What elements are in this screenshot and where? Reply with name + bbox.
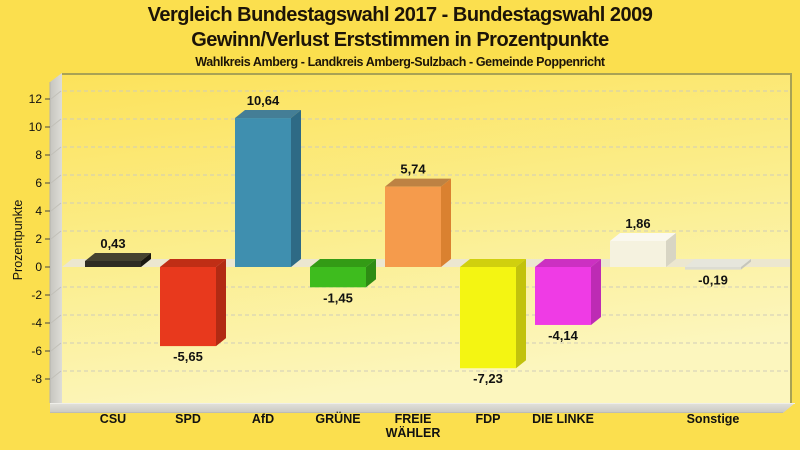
- bar-die linke: [535, 267, 591, 325]
- x-category-label: WÄHLER: [386, 425, 441, 440]
- bar-side-csu: [141, 252, 151, 267]
- x-category-label: GRÜNE: [315, 411, 360, 426]
- wall-gridline: [50, 90, 62, 100]
- chart-subtitle: Gewinn/Verlust Erststimmen in Prozentpun…: [191, 29, 609, 51]
- plot-border: [62, 73, 792, 403]
- bar-top-fdp: [460, 259, 526, 267]
- wall-gridline: [50, 174, 62, 184]
- value-label-afd: 10,64: [247, 93, 280, 108]
- axis-wall-3d: [50, 73, 62, 403]
- bar-top-freie-wähler: [385, 178, 451, 187]
- value-label-unlabeled: 1,86: [625, 216, 650, 231]
- x-category-label: FREIE: [395, 412, 432, 426]
- value-label-grüne: -1,45: [323, 290, 353, 305]
- bar-grüne: [310, 267, 366, 288]
- chart-region-line: Wahlkreis Amberg - Landkreis Amberg-Sulz…: [195, 55, 605, 69]
- bar-spd: [160, 267, 216, 347]
- value-label-die linke: -4,14: [548, 328, 578, 343]
- bar-side-spd: [216, 259, 226, 347]
- bar-side-grüne: [366, 259, 376, 288]
- bar-top-sonstige: [685, 259, 751, 267]
- value-label-freie-wähler: 5,74: [400, 162, 426, 177]
- chart-title: Vergleich Bundestagswahl 2017 - Bundesta…: [147, 4, 653, 26]
- value-label-csu: 0,43: [100, 236, 125, 251]
- bar-top-grüne: [310, 259, 376, 267]
- bar-fdp: [460, 267, 516, 369]
- axis-floor-3d: [50, 403, 795, 413]
- y-tick-label: -8: [31, 372, 42, 386]
- bar-top-unlabeled: [610, 232, 676, 241]
- y-tick-label: 2: [35, 232, 42, 246]
- y-tick-label: 6: [35, 176, 42, 190]
- y-tick-label: 12: [29, 92, 43, 106]
- bar-freie-wähler: [385, 186, 441, 267]
- wall-gridline: [50, 342, 62, 352]
- bar-top-csu: [85, 252, 151, 261]
- bar-side-sonstige: [741, 259, 751, 270]
- bar-top-spd: [160, 259, 226, 267]
- wall-gridline: [50, 230, 62, 240]
- bar-unlabeled: [610, 240, 666, 267]
- bar-csu: [85, 260, 141, 267]
- y-tick-label: -6: [31, 344, 42, 358]
- bar-side-unlabeled: [666, 232, 676, 267]
- bar-side-fdp: [516, 259, 526, 369]
- y-tick-label: -4: [31, 316, 42, 330]
- wall-gridline: [50, 314, 62, 324]
- bar-afd: [235, 118, 291, 267]
- x-category-label: FDP: [476, 412, 501, 426]
- bar-sonstige: [685, 267, 741, 270]
- x-category-label: SPD: [175, 412, 201, 426]
- chart-header: Vergleich Bundestagswahl 2017 - Bundesta…: [0, 0, 800, 69]
- y-tick-label: 8: [35, 148, 42, 162]
- wall-gridline: [50, 146, 62, 156]
- y-tick-label: 0: [35, 260, 42, 274]
- wall-gridline: [50, 370, 62, 380]
- bar-top-die linke: [535, 259, 601, 267]
- value-label-spd: -5,65: [173, 349, 203, 364]
- wall-gridline: [50, 286, 62, 296]
- bar-side-freie-wähler: [441, 178, 451, 267]
- bar-top-afd: [235, 110, 301, 119]
- x-category-label: Sonstige: [687, 412, 740, 426]
- x-category-label: DIE LINKE: [532, 412, 594, 426]
- x-category-label: AfD: [252, 412, 274, 426]
- wall-gridline: [50, 202, 62, 212]
- value-label-sonstige: -0,19: [698, 273, 728, 288]
- wall-gridline: [50, 118, 62, 128]
- y-tick-label: -2: [31, 288, 42, 302]
- y-tick-label: 4: [35, 204, 42, 218]
- y-axis-title: Prozentpunkte: [11, 199, 25, 281]
- value-label-fdp: -7,23: [473, 371, 503, 386]
- bar-side-afd: [291, 110, 301, 267]
- x-category-label: CSU: [100, 412, 126, 426]
- bar-side-die linke: [591, 259, 601, 325]
- y-tick-label: 10: [29, 120, 43, 134]
